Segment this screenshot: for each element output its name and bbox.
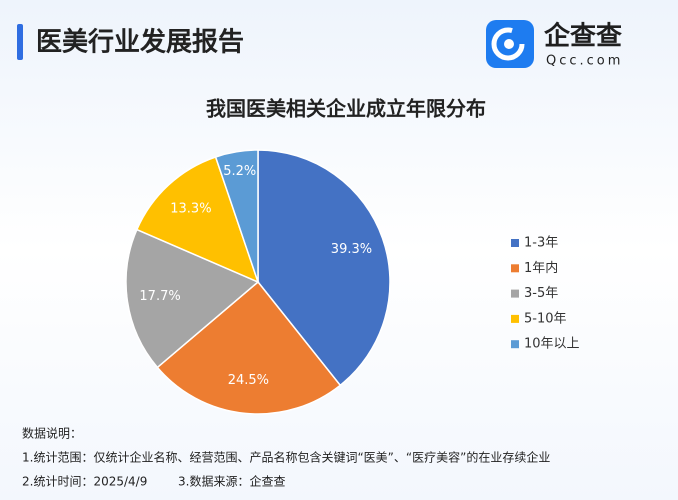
data-label: 17.7%: [139, 289, 180, 304]
title-bar: [17, 24, 23, 60]
pie-slice: [125, 228, 260, 369]
data-label: 39.3%: [331, 242, 372, 257]
data-label: 5.2%: [223, 164, 256, 179]
legend-swatch: [511, 314, 519, 323]
logo-domain: Qcc.com: [546, 54, 623, 69]
legend-label: 3-5年: [524, 286, 558, 301]
note: 数据说明：: [22, 426, 82, 441]
legend-label: 10年以上: [524, 337, 580, 352]
legend: 1-3年 1年内 3-5年 5-10年 10年以上: [511, 236, 580, 352]
pie-slice: [135, 156, 260, 284]
report-title: 医美行业发展报告: [36, 27, 244, 58]
logo-name: 企查查: [544, 21, 622, 52]
logo-c: [491, 27, 525, 61]
pie-slice: [214, 149, 259, 283]
legend-swatch: [511, 264, 519, 273]
legend-swatch: [511, 340, 519, 349]
legend-label: 1年内: [524, 260, 558, 276]
note: 1.统计范围：仅统计企业名称、经营范围、产品名称包含关键词“医美”、“医疗美容”…: [22, 450, 550, 465]
chart-title: 我国医美相关企业成立年限分布: [206, 97, 486, 121]
data-label: 13.3%: [170, 202, 211, 217]
legend-label: 5-10年: [524, 311, 567, 326]
pie-slice: [156, 280, 342, 415]
note: 2.统计时间：2025/4/9: [22, 475, 147, 489]
logo-dot: [504, 39, 514, 49]
note: 3.数据来源：企查查: [178, 474, 285, 489]
legend-swatch: [511, 289, 519, 298]
legend-swatch: [511, 239, 519, 247]
legend-label: 1-3年: [524, 236, 558, 251]
data-label: 24.5%: [228, 373, 269, 388]
pie: 39.3% 24.5% 17.7% 13.3% 5.2%: [125, 149, 391, 415]
pie-slice: [257, 149, 391, 387]
